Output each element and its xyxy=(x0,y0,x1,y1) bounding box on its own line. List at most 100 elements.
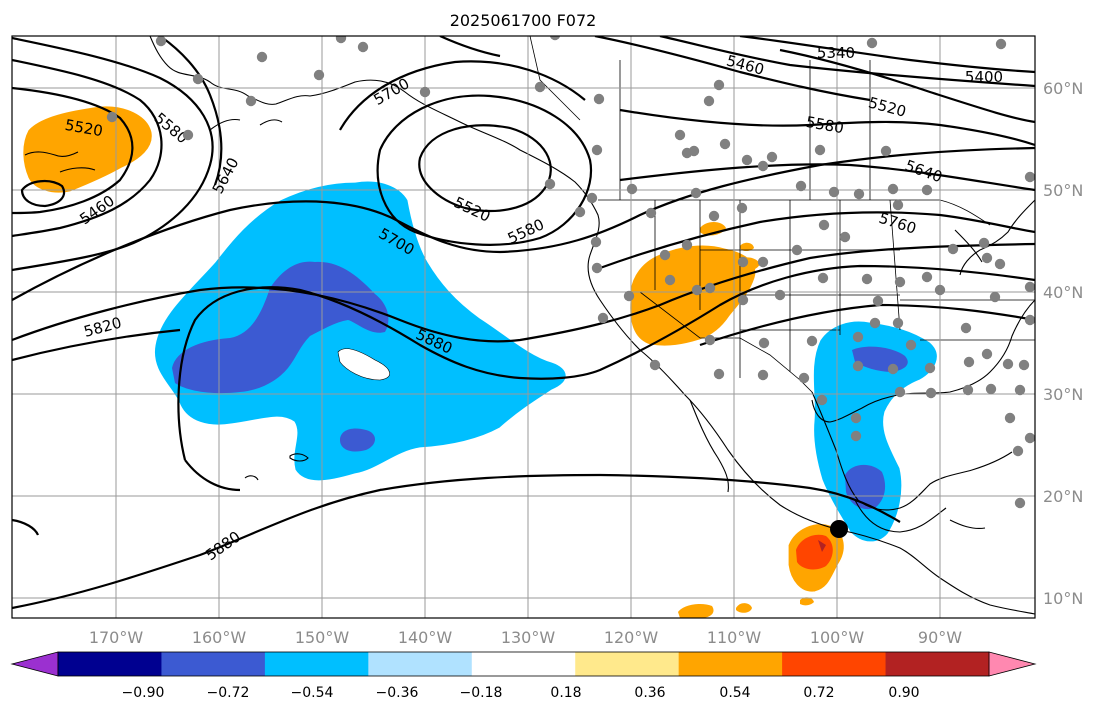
station-dot xyxy=(586,192,598,204)
station-dot xyxy=(839,231,851,243)
station-dot xyxy=(994,258,1006,270)
station-dot xyxy=(713,79,725,91)
station-dot xyxy=(995,38,1007,50)
station-dot xyxy=(757,369,769,381)
station-dot xyxy=(892,199,904,211)
station-dot xyxy=(894,276,906,288)
station-dot xyxy=(798,372,810,384)
colorbar-segment xyxy=(161,652,266,676)
station-dot xyxy=(869,317,881,329)
lon-label: 140°W xyxy=(398,628,453,647)
station-dot xyxy=(335,36,347,44)
lat-label: 40°N xyxy=(1043,283,1083,302)
station-dot xyxy=(737,294,749,306)
station-dot xyxy=(182,129,194,141)
lon-label: 100°W xyxy=(810,628,865,647)
station-dot xyxy=(853,188,865,200)
station-dot xyxy=(1024,314,1035,326)
station-dot xyxy=(1024,171,1035,183)
station-dot xyxy=(985,383,997,395)
station-dot xyxy=(664,274,676,286)
station-dot xyxy=(659,249,671,261)
station-dot xyxy=(741,154,753,166)
colorbar-segment xyxy=(58,652,162,676)
station-dot xyxy=(691,284,703,296)
station-dot xyxy=(623,290,635,302)
station-dot xyxy=(736,202,748,214)
colorbar-tick: 0.54 xyxy=(719,685,750,701)
lon-label: 120°W xyxy=(604,628,659,647)
colorbar-frame xyxy=(57,651,990,677)
lat-label: 20°N xyxy=(1043,487,1083,506)
latitude-labels: 60°N 50°N 40°N 30°N 20°N 10°N xyxy=(1043,79,1083,608)
station-dot xyxy=(192,73,204,85)
colorbar-segment xyxy=(368,652,473,676)
station-dot xyxy=(591,144,603,156)
highlight-station-marker xyxy=(830,520,848,538)
station-dot xyxy=(978,237,990,249)
lon-label: 170°W xyxy=(89,628,144,647)
station-dot xyxy=(704,282,716,294)
colorbar-extend-high xyxy=(988,651,1037,677)
station-dot xyxy=(861,273,873,285)
station-dot xyxy=(591,262,603,274)
station-dot xyxy=(690,187,702,199)
station-dot xyxy=(737,256,749,268)
station-dot xyxy=(816,394,828,406)
station-dot xyxy=(593,93,605,105)
colorbar-segment xyxy=(678,652,783,676)
station-dot xyxy=(925,387,937,399)
station-dot xyxy=(313,69,325,81)
station-dot xyxy=(719,138,731,150)
station-dot xyxy=(626,183,638,195)
station-dot xyxy=(887,183,899,195)
station-dot xyxy=(1018,359,1030,371)
station-dot xyxy=(892,317,904,329)
lon-label: 110°W xyxy=(707,628,762,647)
station-dot xyxy=(1024,432,1035,444)
colorbar-tick: −0.90 xyxy=(122,685,165,701)
contour-label: 5340 xyxy=(817,44,855,62)
colorbar-segment xyxy=(264,652,369,676)
station-dot xyxy=(814,144,826,156)
station-markers xyxy=(106,36,1035,509)
station-dot xyxy=(905,339,917,351)
colorbar-segment xyxy=(471,652,576,676)
coastlines xyxy=(24,36,1035,615)
height-contours xyxy=(12,36,1035,610)
station-dot xyxy=(817,272,829,284)
colorbar-tick: 0.18 xyxy=(550,685,581,701)
colorbar-extend-low xyxy=(10,651,59,677)
station-dot xyxy=(688,145,700,157)
station-dot xyxy=(549,36,561,41)
lat-label: 30°N xyxy=(1043,385,1083,404)
station-dot xyxy=(708,210,720,222)
station-dot xyxy=(880,145,892,157)
station-dot xyxy=(1012,445,1024,457)
station-dot xyxy=(774,289,786,301)
station-dot xyxy=(981,252,993,264)
colorbar-segment xyxy=(782,652,887,676)
station-dot xyxy=(1004,412,1016,424)
station-dot xyxy=(872,295,884,307)
lat-label: 50°N xyxy=(1043,181,1083,200)
station-dot xyxy=(989,291,1001,303)
station-dot xyxy=(155,36,167,47)
station-dot xyxy=(758,337,770,349)
map-title: 2025061700 F072 xyxy=(450,11,597,30)
station-dot xyxy=(981,348,993,360)
station-dot xyxy=(960,322,972,334)
map-frame xyxy=(11,35,1036,619)
station-dot xyxy=(534,81,546,93)
station-dot xyxy=(947,243,959,255)
station-dot xyxy=(1014,384,1026,396)
station-dot xyxy=(574,206,586,218)
station-dot xyxy=(894,386,906,398)
positive-anomaly-regions xyxy=(22,105,845,618)
station-dot xyxy=(852,331,864,343)
station-dot xyxy=(963,356,975,368)
colorbar-tick: 0.36 xyxy=(634,685,665,701)
station-dot xyxy=(1024,281,1035,293)
station-dot xyxy=(597,312,609,324)
